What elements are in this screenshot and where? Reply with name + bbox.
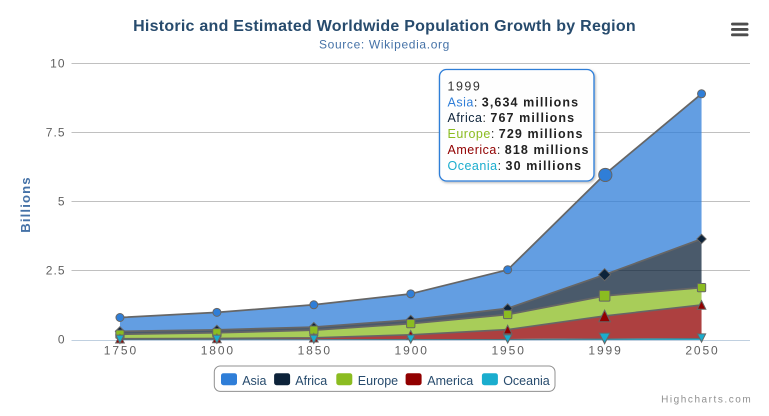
svg-text:Asia: Asia: [242, 374, 266, 388]
svg-text:1900: 1900: [395, 344, 429, 358]
svg-text:0: 0: [58, 332, 66, 346]
svg-text:America: 818 millions: America: 818 millions: [448, 143, 590, 157]
svg-text:1999: 1999: [448, 79, 482, 93]
svg-text:10: 10: [50, 57, 66, 71]
svg-text:Europe: Europe: [358, 374, 398, 388]
svg-text:5: 5: [58, 195, 66, 209]
svg-text:Billions: Billions: [18, 176, 33, 232]
svg-text:1950: 1950: [491, 344, 525, 358]
svg-text:Asia: 3,634 millions: Asia: 3,634 millions: [448, 95, 580, 109]
svg-text:Europe: 729 millions: Europe: 729 millions: [448, 127, 584, 141]
svg-text:Highcharts.com: Highcharts.com: [661, 395, 752, 406]
svg-text:1850: 1850: [298, 344, 332, 358]
svg-text:Oceania: 30 millions: Oceania: 30 millions: [448, 159, 583, 173]
svg-text:Africa: 767 millions: Africa: 767 millions: [448, 111, 576, 125]
svg-text:1750: 1750: [104, 344, 138, 358]
svg-text:Source: Wikipedia.org: Source: Wikipedia.org: [319, 38, 450, 52]
svg-text:7.5: 7.5: [46, 126, 66, 140]
svg-text:1800: 1800: [201, 344, 235, 358]
svg-text:Oceania: Oceania: [503, 374, 550, 388]
svg-text:Historic and Estimated Worldwi: Historic and Estimated Worldwide Populat…: [133, 18, 636, 35]
svg-text:America: America: [427, 374, 473, 388]
svg-text:Africa: Africa: [295, 374, 327, 388]
svg-text:2.5: 2.5: [46, 263, 66, 277]
svg-text:1999: 1999: [588, 344, 622, 358]
svg-text:2050: 2050: [685, 344, 719, 358]
